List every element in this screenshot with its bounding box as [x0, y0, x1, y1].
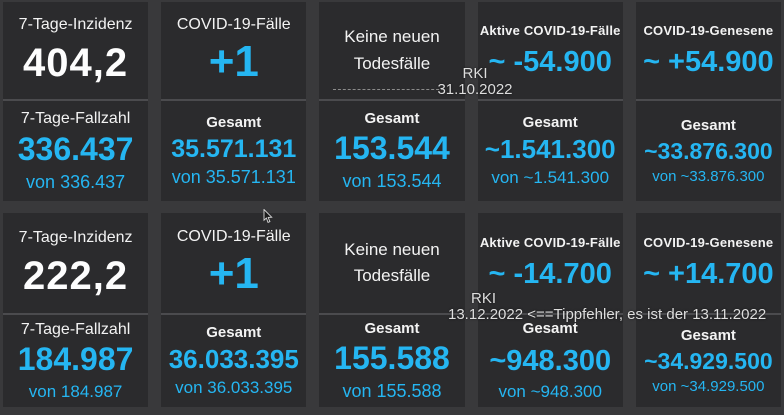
- tile-label: Gesamt: [364, 110, 420, 128]
- tile-value: ~ +14.700: [643, 258, 774, 291]
- tile-value: 184.987: [17, 341, 134, 378]
- tile-label: Gesamt: [680, 326, 736, 344]
- tile-label: COVID-19-Fälle: [176, 228, 291, 246]
- tile-value: ~ -14.700: [488, 258, 612, 291]
- row-group-gap: [3, 201, 781, 213]
- tile-value: 222,2: [23, 253, 129, 298]
- tile-7-tage-fallzahl: 7-Tage-Fallzahl 184.987 von 184.987: [3, 315, 149, 407]
- tile-divider: [635, 99, 781, 101]
- tile-divider: [477, 99, 623, 101]
- tile-subvalue: von 184.987: [28, 382, 123, 401]
- tile-label: 7-Tage-Inzidenz: [18, 16, 133, 33]
- tile-label: COVID-19-Fälle: [176, 15, 291, 33]
- panel-column-inzidenz: 7-Tage-Inzidenz 222,2 7-Tage-Fallzahl 18…: [3, 213, 149, 407]
- tile-divider: [477, 313, 623, 315]
- tile-value: ~948.300: [489, 345, 612, 378]
- tile-value: 153.544: [334, 130, 450, 167]
- tile-label: COVID-19-Genesene: [643, 235, 774, 251]
- tile-todesfaelle-message: Keine neuen Todesfälle: [319, 2, 465, 99]
- tile-subvalue: von 36.033.395: [175, 378, 293, 398]
- tile-subvalue: von 153.544: [342, 170, 442, 191]
- tile-value: ~ +54.900: [643, 45, 774, 78]
- tile-7-tage-inzidenz: 7-Tage-Inzidenz 404,2: [3, 2, 149, 99]
- tile-divider: [319, 99, 465, 101]
- mouse-cursor-icon: [263, 208, 273, 229]
- tile-value: ~33.876.300: [644, 137, 773, 164]
- tile-aktive-covid-19-faelle: Aktive COVID-19-Fälle ~ -14.700: [477, 213, 623, 313]
- annotation-dashed-line: [333, 89, 444, 90]
- tile-7-tage-inzidenz: 7-Tage-Inzidenz 222,2: [3, 213, 149, 313]
- tile-aktive-gesamt: Gesamt ~1.541.300 von ~1.541.300: [477, 101, 623, 201]
- tile-todesfaelle-gesamt: Gesamt 153.544 von 153.544: [319, 101, 465, 201]
- panel-column-genesene: COVID-19-Genesene ~ +54.900 Gesamt ~33.8…: [635, 2, 781, 201]
- tile-label: Gesamt: [522, 113, 578, 131]
- tile-value: 155.588: [334, 340, 450, 377]
- tile-label: Gesamt: [680, 116, 736, 134]
- tile-subvalue: von 35.571.131: [171, 167, 296, 187]
- tile-label: Gesamt: [206, 114, 262, 131]
- tile-subvalue: von 155.588: [342, 380, 442, 401]
- tile-value: 36.033.395: [168, 343, 299, 374]
- tile-label: COVID-19-Genesene: [643, 22, 774, 38]
- tile-aktive-gesamt: Gesamt ~948.300 von ~948.300: [477, 315, 623, 407]
- tile-covid-19-faelle: COVID-19-Fälle +1: [161, 2, 307, 99]
- tile-todesfaelle-gesamt: Gesamt 155.588 von 155.588: [319, 315, 465, 407]
- tile-label: Aktive COVID-19-Fälle: [479, 22, 621, 38]
- tile-subvalue: von ~33.876.300: [652, 168, 765, 186]
- tile-genesene-gesamt: Gesamt ~33.876.300 von ~33.876.300: [635, 101, 781, 201]
- message-line: Keine neuen: [344, 239, 440, 259]
- tile-todesfaelle-message: Keine neuen Todesfälle: [319, 213, 465, 313]
- tile-value: +1: [208, 249, 259, 299]
- tile-label: 7-Tage-Fallzahl: [20, 110, 131, 128]
- tile-divider: [161, 313, 307, 315]
- tile-subvalue: von ~1.541.300: [491, 168, 610, 188]
- tile-value: 35.571.131: [171, 135, 297, 163]
- tile-faelle-gesamt: Gesamt 36.033.395 von 36.033.395: [161, 315, 307, 407]
- panel-column-faelle: COVID-19-Fälle +1 Gesamt 36.033.395 von …: [161, 213, 307, 407]
- tile-value: 404,2: [23, 41, 129, 86]
- panel-column-aktive: Aktive COVID-19-Fälle ~ -14.700 Gesamt ~…: [477, 213, 623, 407]
- message-line: Todesfälle: [353, 53, 431, 73]
- tile-aktive-covid-19-faelle: Aktive COVID-19-Fälle ~ -54.900: [477, 2, 623, 99]
- tile-label: Gesamt: [206, 323, 262, 341]
- panel-column-genesene: COVID-19-Genesene ~ +14.700 Gesamt ~34.9…: [635, 213, 781, 407]
- tile-value: ~34.929.500: [644, 347, 773, 374]
- panel-column-todesfaelle: Keine neuen Todesfälle Gesamt 155.588 vo…: [319, 213, 465, 407]
- message-line: Todesfälle: [353, 266, 431, 285]
- tile-subvalue: von 336.437: [26, 171, 126, 192]
- stats-row-2: 7-Tage-Inzidenz 222,2 7-Tage-Fallzahl 18…: [3, 213, 781, 407]
- tile-subvalue: von ~948.300: [498, 381, 602, 401]
- tile-7-tage-fallzahl: 7-Tage-Fallzahl 336.437 von 336.437: [3, 101, 149, 201]
- panel-column-inzidenz: 7-Tage-Inzidenz 404,2 7-Tage-Fallzahl 33…: [3, 2, 149, 201]
- tile-covid-19-genesene: COVID-19-Genesene ~ +54.900: [635, 2, 781, 99]
- tile-covid-19-faelle: COVID-19-Fälle +1: [161, 213, 307, 313]
- tile-label: 7-Tage-Fallzahl: [20, 320, 131, 338]
- panel-column-todesfaelle: Keine neuen Todesfälle Gesamt 153.544 vo…: [319, 2, 465, 201]
- tile-faelle-gesamt: Gesamt 35.571.131 von 35.571.131: [161, 101, 307, 201]
- tile-value: +1: [208, 36, 259, 86]
- tile-divider: [319, 313, 465, 315]
- tile-divider: [635, 313, 781, 315]
- tile-subvalue: von ~34.929.500: [652, 378, 765, 396]
- tile-label: 7-Tage-Inzidenz: [18, 228, 133, 246]
- stats-row-1: 7-Tage-Inzidenz 404,2 7-Tage-Fallzahl 33…: [3, 2, 781, 201]
- panel-column-faelle: COVID-19-Fälle +1 Gesamt 35.571.131 von …: [161, 2, 307, 201]
- tile-divider: [3, 99, 149, 101]
- tile-divider: [3, 313, 149, 315]
- tile-divider: [161, 99, 307, 101]
- tile-value: ~1.541.300: [484, 133, 616, 164]
- panel-column-aktive: Aktive COVID-19-Fälle ~ -54.900 Gesamt ~…: [477, 2, 623, 201]
- tile-genesene-gesamt: Gesamt ~34.929.500 von ~34.929.500: [635, 315, 781, 407]
- tile-label: Gesamt: [522, 320, 578, 338]
- tile-label: Aktive COVID-19-Fälle: [479, 235, 621, 251]
- tile-value: 336.437: [17, 130, 134, 167]
- tile-value: ~ -54.900: [488, 45, 612, 78]
- tile-label: Gesamt: [364, 320, 420, 338]
- message-line: Keine neuen: [344, 27, 440, 47]
- tile-covid-19-genesene: COVID-19-Genesene ~ +14.700: [635, 213, 781, 313]
